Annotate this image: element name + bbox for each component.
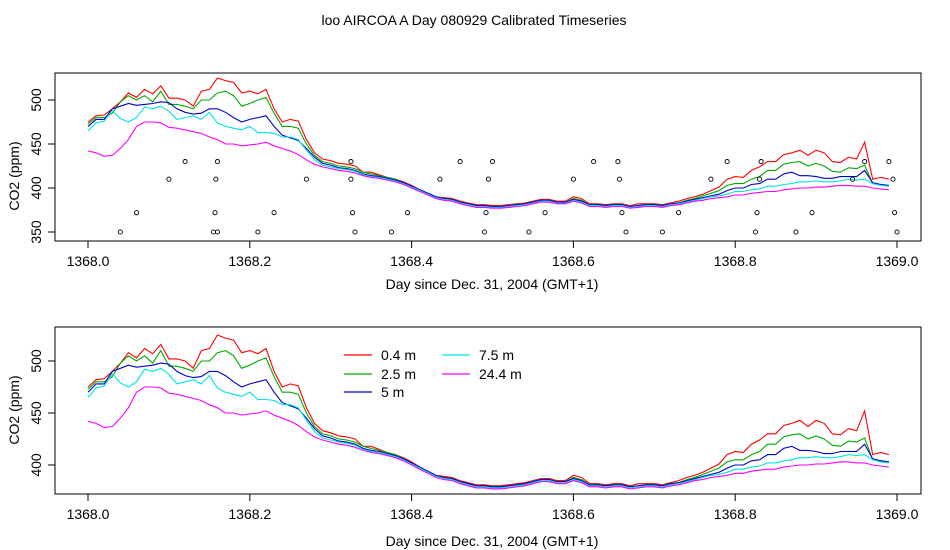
scatter-point xyxy=(271,210,277,216)
scatter-point xyxy=(542,210,548,216)
x-tick-label-bottom: 1368.2 xyxy=(228,506,271,522)
scatter-point xyxy=(724,159,730,165)
y-tick-label-top: 450 xyxy=(28,132,44,156)
legend-label-0: 0.4 m xyxy=(381,347,416,363)
legend-label-3: 7.5 m xyxy=(479,347,514,363)
scatter-point xyxy=(214,159,220,165)
scatter-point xyxy=(349,210,356,216)
scatter-point xyxy=(756,176,763,182)
x-tick-label-top: 1368.4 xyxy=(390,253,433,269)
y-tick-label-bottom: 500 xyxy=(28,349,44,373)
y-tick-label-bottom: 400 xyxy=(28,453,44,477)
scatter-point xyxy=(892,210,898,216)
scatter-point xyxy=(166,176,172,182)
series-line-top-3 xyxy=(87,105,889,208)
x-tick-label-top: 1368.2 xyxy=(228,253,271,269)
series-line-bottom-4 xyxy=(87,386,889,490)
x-tick-label-bottom: 1368.4 xyxy=(390,506,433,522)
scatter-point xyxy=(212,210,218,216)
legend-label-2: 5 m xyxy=(381,384,404,400)
x-tick-label-bottom: 1368.0 xyxy=(67,506,110,522)
scatter-point xyxy=(591,159,597,165)
y-axis-bottom: 400 450 500 xyxy=(28,349,56,477)
scatter-point xyxy=(615,159,621,165)
points-group-top xyxy=(117,159,900,235)
x-axis-label-bottom: Day since Dec. 31, 2004 (GMT+1) xyxy=(386,533,599,549)
x-tick-label-bottom: 1368.8 xyxy=(714,506,757,522)
series-group-top xyxy=(87,77,890,209)
panel-bottom: 1368.0 1368.2 1368.4 1368.6 1368.8 1369.0 400… xyxy=(6,326,922,549)
series-line-bottom-2 xyxy=(87,362,889,488)
x-axis-top: 1368.0 1368.2 1368.4 1368.6 1368.8 1369.0 xyxy=(67,240,919,269)
y-tick-label-top: 400 xyxy=(28,176,44,200)
x-axis-label-top: Day since Dec. 31, 2004 (GMT+1) xyxy=(386,276,599,292)
scatter-point xyxy=(570,176,576,182)
x-tick-label-bottom: 1369.0 xyxy=(876,506,919,522)
y-tick-label-top: 500 xyxy=(28,88,44,112)
y-axis-top: 350 400 450 500 xyxy=(28,88,56,244)
scatter-point xyxy=(117,229,123,235)
scatter-point xyxy=(758,159,764,165)
legend-label-1: 2.5 m xyxy=(381,366,416,382)
scatter-point xyxy=(754,210,760,216)
scatter-point xyxy=(526,229,532,235)
scatter-point xyxy=(348,176,354,182)
y-axis-label-top: CO2 (ppm) xyxy=(6,141,22,210)
legend-label-4: 24.4 m xyxy=(479,366,522,382)
scatter-point xyxy=(793,229,799,235)
scatter-point xyxy=(483,210,489,216)
scatter-point xyxy=(676,210,682,216)
x-tick-label-bottom: 1368.6 xyxy=(552,506,595,522)
scatter-point xyxy=(489,159,496,165)
y-tick-label-top: 350 xyxy=(28,220,44,244)
series-line-top-4 xyxy=(87,121,889,209)
chart-title: loo AIRCOA A Day 080929 Calibrated Times… xyxy=(321,12,626,28)
scatter-point xyxy=(255,229,261,235)
scatter-point xyxy=(485,176,492,182)
scatter-point xyxy=(210,229,216,235)
x-tick-label-top: 1368.6 xyxy=(552,253,595,269)
series-line-top-0 xyxy=(87,77,890,207)
scatter-point xyxy=(619,210,625,216)
x-tick-label-top: 1369.0 xyxy=(876,253,919,269)
scatter-point xyxy=(886,159,892,165)
scatter-point xyxy=(890,176,896,182)
legend: 0.4 m 2.5 m 5 m 7.5 m 24.4 m xyxy=(344,347,522,400)
scatter-point xyxy=(303,176,309,182)
scatter-point xyxy=(348,159,354,165)
x-axis-bottom: 1368.0 1368.2 1368.4 1368.6 1368.8 1369.0 xyxy=(67,493,919,522)
y-axis-label-bottom: CO2 (ppm) xyxy=(6,375,22,444)
scatter-point xyxy=(457,159,463,165)
series-line-bottom-0 xyxy=(87,334,890,487)
scatter-point xyxy=(862,159,868,165)
scatter-point xyxy=(752,229,758,235)
scatter-point xyxy=(405,210,411,216)
scatter-point xyxy=(213,176,219,182)
panel-top: 1368.0 1368.2 1368.4 1368.6 1368.8 1369.0 350… xyxy=(6,72,922,292)
scatter-point xyxy=(437,176,443,182)
scatter-point xyxy=(388,229,394,235)
series-line-bottom-3 xyxy=(87,367,889,489)
plot-box-top xyxy=(54,72,922,242)
series-group-bottom xyxy=(87,334,890,490)
scatter-point xyxy=(352,229,358,235)
scatter-point xyxy=(659,229,665,235)
x-tick-label-top: 1368.0 xyxy=(67,253,110,269)
scatter-point xyxy=(133,210,140,216)
scatter-point xyxy=(182,159,188,165)
scatter-point xyxy=(708,176,714,182)
scatter-point xyxy=(616,176,623,182)
y-tick-label-bottom: 450 xyxy=(28,401,44,425)
series-line-top-1 xyxy=(87,90,889,208)
scatter-point xyxy=(623,229,629,235)
scatter-point xyxy=(894,229,900,235)
scatter-point xyxy=(849,176,856,182)
scatter-point xyxy=(481,229,487,235)
series-line-top-2 xyxy=(87,101,889,208)
scatter-point xyxy=(809,210,815,216)
scatter-point xyxy=(214,229,220,235)
x-tick-label-top: 1368.8 xyxy=(714,253,757,269)
